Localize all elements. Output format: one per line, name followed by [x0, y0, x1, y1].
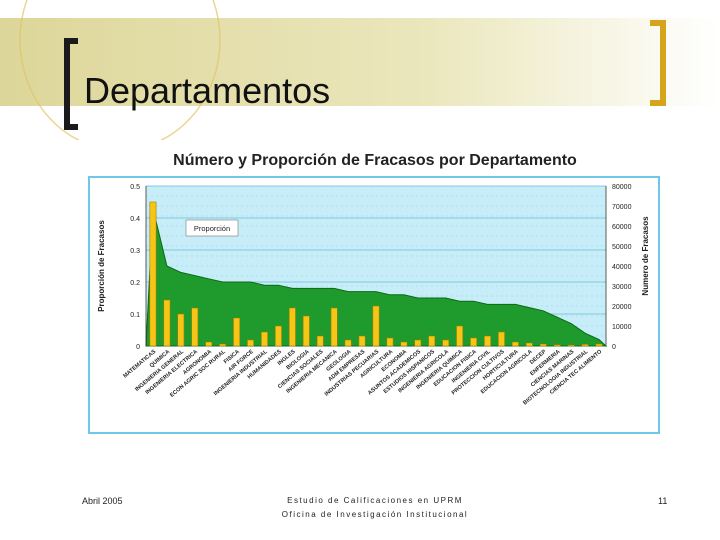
left-tick-label: 0.2 — [130, 280, 140, 287]
footer-line-1: Estudio de Calificaciones en UPRM — [287, 496, 463, 505]
count-bar — [539, 343, 547, 347]
chart-frame: 0 0.1 0.2 0.3 0.4 0.5 0 10000 20000 30000 40000 500… — [88, 176, 660, 434]
right-tick-label: 20000 — [612, 304, 632, 311]
count-bar — [498, 331, 505, 347]
count-bar — [511, 341, 519, 347]
count-bar — [484, 335, 491, 347]
count-bar — [358, 335, 366, 347]
count-bar — [149, 201, 157, 347]
left-tick-label: 0.5 — [130, 184, 140, 191]
chart-title: Número y Proporción de Fracasos por Depa… — [173, 152, 577, 169]
right-tick-label: 50000 — [612, 244, 632, 251]
footer-date: Abril 2005 — [82, 496, 123, 506]
count-bar — [288, 307, 296, 347]
footer-line-2: Oficina de Investigación Institucional — [281, 510, 469, 519]
left-tick-label: 0.3 — [130, 248, 140, 255]
count-bar — [595, 343, 603, 347]
count-bar — [330, 307, 338, 347]
count-bar — [525, 342, 533, 347]
count-bar — [302, 315, 310, 347]
right-tick-label: 80000 — [612, 184, 632, 191]
count-bar — [442, 339, 450, 347]
count-bar — [219, 343, 227, 347]
y2-axis-label: Numero de Fracasos — [641, 216, 650, 296]
left-tick-label: 0 — [136, 344, 140, 351]
right-tick-label: 0 — [612, 344, 616, 351]
slide-title: Departamentos — [84, 70, 331, 111]
header-band — [0, 0, 720, 140]
page-number: 11 — [658, 496, 668, 506]
count-bar — [261, 331, 268, 347]
count-bar — [581, 344, 589, 347]
count-bar — [316, 335, 324, 347]
count-bar — [247, 339, 254, 347]
chart-plot: 0 0.1 0.2 0.3 0.4 0.5 0 10000 20000 30000 40000 500… — [97, 184, 650, 407]
right-tick-label: 10000 — [612, 324, 632, 331]
right-tick-label: 70000 — [612, 204, 632, 211]
count-bar — [372, 305, 380, 347]
count-bar — [274, 325, 282, 347]
proportion-area — [145, 208, 608, 347]
count-bar — [428, 335, 436, 347]
title-bracket-left — [64, 38, 78, 130]
count-bar — [553, 344, 561, 347]
y-axis-label: Proporción de Fracasos — [97, 220, 106, 312]
count-bar — [386, 337, 394, 347]
count-bar — [177, 313, 185, 347]
right-tick-label: 40000 — [612, 264, 632, 271]
count-bar — [567, 344, 575, 347]
count-bar — [400, 341, 408, 347]
count-bar — [414, 339, 422, 347]
count-bar — [344, 339, 352, 347]
count-bar — [191, 307, 199, 347]
count-bar — [470, 337, 478, 347]
count-bar — [163, 299, 171, 347]
right-tick-label: 30000 — [612, 284, 632, 291]
title-bracket-right — [650, 20, 666, 106]
left-tick-label: 0.4 — [130, 216, 140, 223]
annotation-box — [185, 219, 239, 237]
left-tick-label: 0.1 — [130, 312, 140, 319]
count-bar — [205, 341, 213, 347]
count-bar — [233, 317, 241, 347]
count-bar — [456, 325, 464, 347]
right-tick-label: 60000 — [612, 224, 632, 231]
footer-source: Estudio de Calificaciones en UPRM Oficin… — [250, 494, 500, 522]
annotation-label: Proporción — [194, 224, 230, 233]
